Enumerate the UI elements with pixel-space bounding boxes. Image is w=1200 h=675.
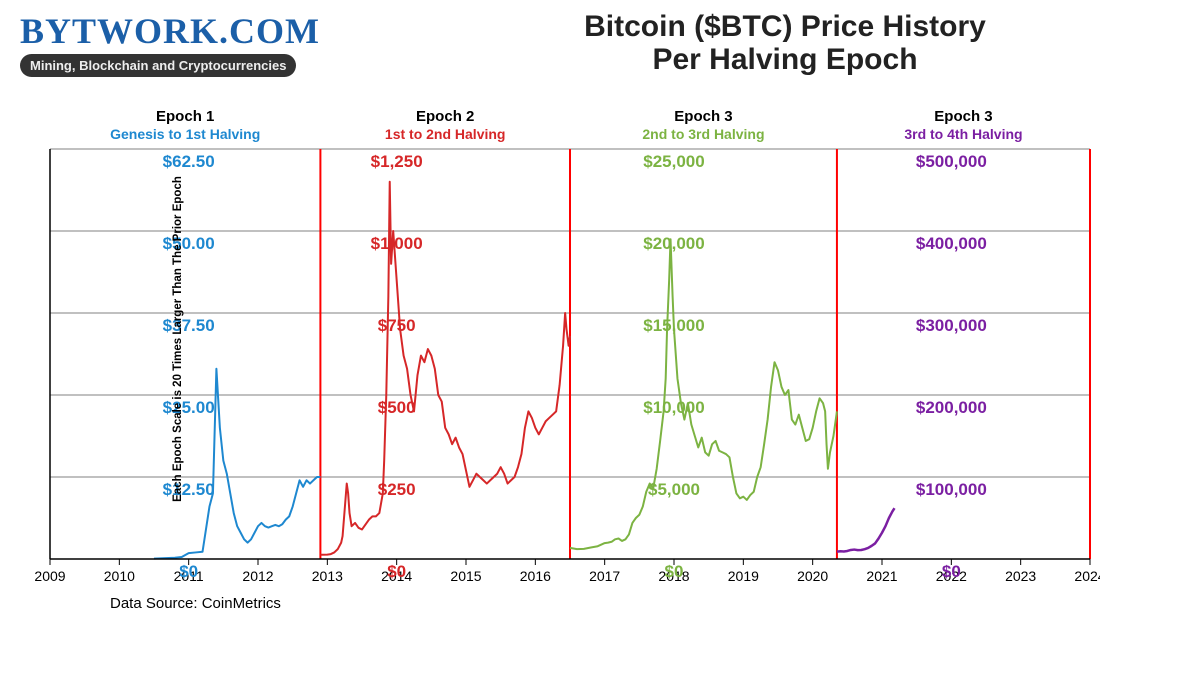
svg-text:2nd to 3rd Halving: 2nd to 3rd Halving: [642, 126, 764, 142]
svg-text:$25.00: $25.00: [163, 398, 215, 417]
y-axis-label: Each Epoch Scale is 20 Times Larger Than…: [172, 176, 184, 502]
svg-text:2010: 2010: [104, 568, 135, 584]
svg-text:Epoch 3: Epoch 3: [934, 108, 992, 125]
svg-text:1st to 2nd Halving: 1st to 2nd Halving: [385, 126, 506, 142]
title-line-2: Per Halving Epoch: [390, 43, 1180, 76]
svg-text:$62.50: $62.50: [163, 152, 215, 171]
svg-text:2013: 2013: [312, 568, 343, 584]
svg-text:$37.50: $37.50: [163, 316, 215, 335]
svg-text:$10,000: $10,000: [643, 398, 704, 417]
svg-text:$0: $0: [942, 562, 961, 581]
svg-text:2019: 2019: [728, 568, 759, 584]
svg-text:2023: 2023: [1005, 568, 1036, 584]
svg-text:$500: $500: [378, 398, 416, 417]
chart-title: Bitcoin ($BTC) Price History Per Halving…: [390, 10, 1180, 76]
svg-text:$400,000: $400,000: [916, 234, 987, 253]
logo-tagline: Mining, Blockchain and Cryptocurrencies: [20, 54, 296, 77]
svg-text:$100,000: $100,000: [916, 480, 987, 499]
svg-text:$0: $0: [665, 562, 684, 581]
svg-text:$750: $750: [378, 316, 416, 335]
svg-text:$0: $0: [179, 562, 198, 581]
svg-text:$200,000: $200,000: [916, 398, 987, 417]
svg-text:$20,000: $20,000: [643, 234, 704, 253]
svg-text:2017: 2017: [589, 568, 620, 584]
svg-text:2015: 2015: [450, 568, 481, 584]
svg-text:$1,250: $1,250: [371, 152, 423, 171]
chart-container: Each Epoch Scale is 20 Times Larger Than…: [20, 89, 1180, 589]
svg-text:$1,000: $1,000: [371, 234, 423, 253]
svg-text:2012: 2012: [242, 568, 273, 584]
svg-text:Epoch 1: Epoch 1: [156, 108, 214, 125]
svg-text:2021: 2021: [866, 568, 897, 584]
header: BYTWORK.COM Mining, Blockchain and Crypt…: [20, 10, 1180, 77]
svg-text:Epoch 2: Epoch 2: [416, 108, 474, 125]
svg-text:2016: 2016: [520, 568, 551, 584]
svg-text:$50.00: $50.00: [163, 234, 215, 253]
svg-text:$5,000: $5,000: [648, 480, 700, 499]
svg-text:3rd to 4th Halving: 3rd to 4th Halving: [904, 126, 1022, 142]
title-line-1: Bitcoin ($BTC) Price History: [390, 10, 1180, 43]
svg-text:Genesis to 1st Halving: Genesis to 1st Halving: [110, 126, 260, 142]
logo-main: BYTWORK.COM: [20, 10, 350, 52]
svg-text:$12.50: $12.50: [163, 480, 215, 499]
svg-text:$25,000: $25,000: [643, 152, 704, 171]
svg-text:2024: 2024: [1074, 568, 1100, 584]
data-source: Data Source: CoinMetrics: [110, 595, 1180, 612]
logo-block: BYTWORK.COM Mining, Blockchain and Crypt…: [20, 10, 350, 77]
svg-text:Epoch 3: Epoch 3: [674, 108, 732, 125]
svg-text:$500,000: $500,000: [916, 152, 987, 171]
svg-text:$300,000: $300,000: [916, 316, 987, 335]
svg-text:2009: 2009: [34, 568, 65, 584]
svg-text:$0: $0: [387, 562, 406, 581]
svg-text:2020: 2020: [797, 568, 828, 584]
